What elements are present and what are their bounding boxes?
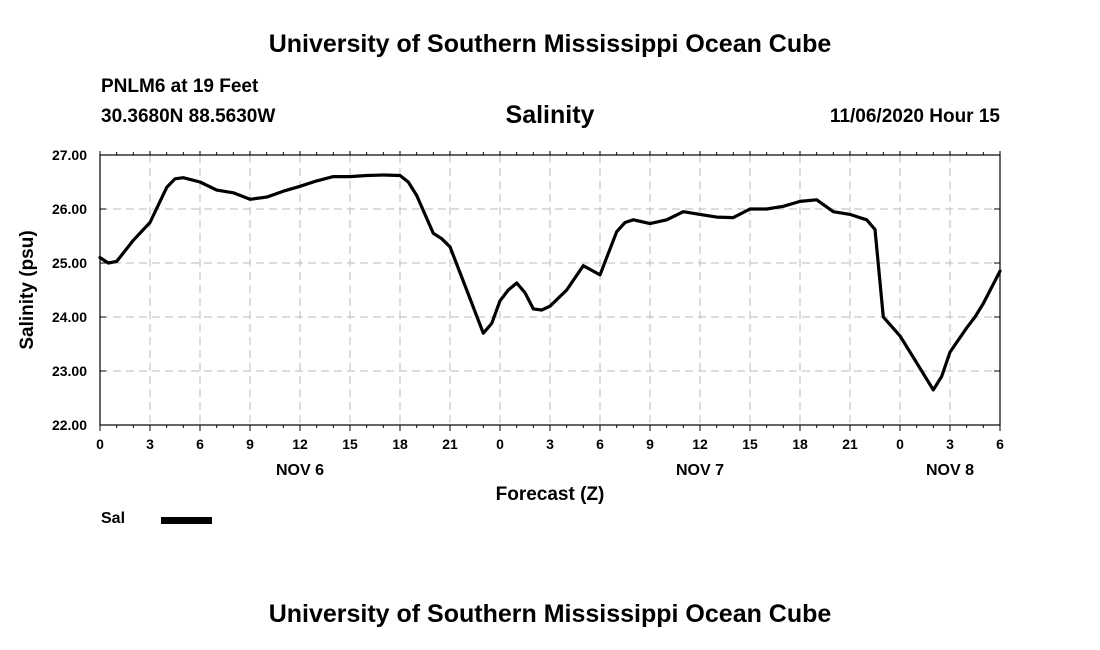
date-label: NOV 8 [926, 462, 974, 479]
station-label: PNLM6 at 19 Feet [101, 76, 259, 97]
x-tick-label: 6 [196, 436, 204, 452]
x-tick-label: 9 [646, 436, 654, 452]
x-tick-label: 9 [246, 436, 254, 452]
page-title: University of Southern Mississippi Ocean… [268, 30, 832, 58]
y-tick-label: 24.00 [52, 309, 87, 325]
x-axis-label: Forecast (Z) [496, 484, 605, 505]
x-tick-label: 18 [792, 436, 808, 452]
x-tick-label: 3 [946, 436, 954, 452]
x-tick-label: 3 [546, 436, 554, 452]
x-tick-label: 3 [146, 436, 154, 452]
y-tick-label: 25.00 [52, 255, 87, 271]
x-tick-label: 0 [96, 436, 104, 452]
y-axis-label: Salinity (psu) [17, 230, 38, 349]
x-tick-label: 21 [842, 436, 858, 452]
y-tick-label: 26.00 [52, 201, 87, 217]
x-tick-label: 21 [442, 436, 458, 452]
x-tick-label: 6 [596, 436, 604, 452]
x-tick-label: 18 [392, 436, 408, 452]
issued-time-label: 11/06/2020 Hour 15 [829, 106, 1000, 127]
date-label: NOV 6 [276, 462, 324, 479]
series-line-sal [98, 173, 1002, 392]
y-tick-label: 27.00 [52, 147, 87, 163]
date-labels: NOV 6 NOV 7 NOV 8 [276, 462, 974, 479]
chart-title: Salinity [505, 101, 595, 129]
coordinates-label: 30.3680N 88.5630W [101, 106, 276, 127]
x-tick-label: 15 [342, 436, 358, 452]
x-tick-label: 6 [996, 436, 1004, 452]
legend-label-sal: Sal [101, 510, 126, 527]
y-tick-label: 23.00 [52, 363, 87, 379]
y-tick-label: 22.00 [52, 417, 87, 433]
grid-lines [100, 155, 1000, 425]
x-tick-label: 0 [496, 436, 504, 452]
y-axis-tick-labels: 22.00 23.00 24.00 25.00 26.00 27.00 [52, 147, 87, 433]
x-axis-tick-labels: 0 3 6 9 12 15 18 21 0 3 6 9 12 15 18 21 0 3 6 [96, 436, 1004, 452]
x-tick-label: 0 [896, 436, 904, 452]
axis-ticks [99, 151, 1001, 431]
x-tick-label: 15 [742, 436, 758, 452]
footer-title: University of Southern Mississippi Ocean… [268, 600, 832, 628]
date-label: NOV 7 [676, 462, 724, 479]
legend-swatch-sal [161, 517, 212, 524]
x-tick-label: 12 [692, 436, 708, 452]
x-tick-label: 12 [292, 436, 308, 452]
